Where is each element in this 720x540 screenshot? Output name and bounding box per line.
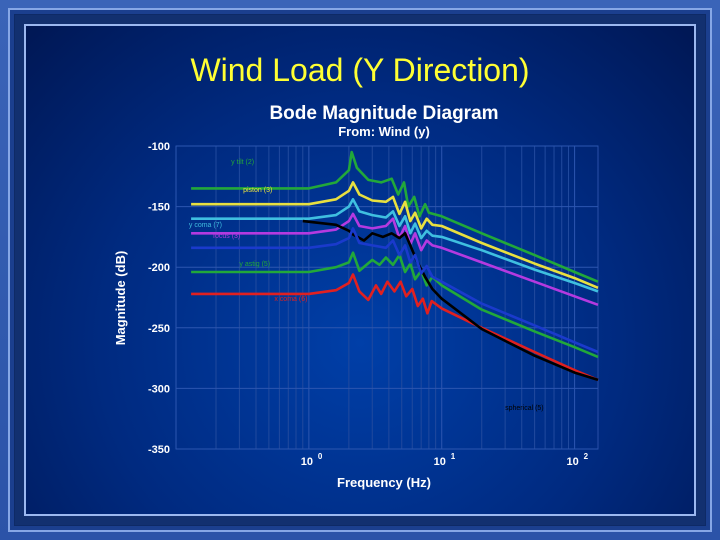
y-tick-label: -300 [148,383,170,395]
grid [175,145,598,450]
chart-title: Bode Magnitude Diagram [269,103,498,124]
series-line-7 [191,227,599,354]
slide-title: Wind Load (Y Direction) [190,52,530,88]
series-label: spherical (5) [505,405,544,412]
series-group [191,150,599,382]
series-line-1 [191,181,599,290]
x-axis-label: Frequency (Hz) [337,475,431,490]
y-tick-label: -200 [148,262,170,274]
series-label: y coma (7) [189,222,222,229]
series-line-6 [302,219,599,382]
series-label: focus (3) [213,233,240,240]
series-line-3 [191,212,599,307]
series-label: y tilt (2) [231,159,254,166]
x-tick-exponent: 1 [451,452,456,461]
series-line-2 [191,198,599,293]
series-line-5 [191,273,599,382]
x-tick-exponent: 2 [584,452,589,461]
series-label: piston (3) [243,187,272,194]
x-tick-label: 10 [566,456,578,468]
series-label: y astig (5) [239,261,270,268]
series-line-0 [191,150,599,283]
series-line-4 [191,251,599,359]
series-labels: y tilt (2) piston (3) y coma (7) focus (3) y… [189,159,544,412]
y-tick-label: -100 [148,141,170,153]
chart-subtitle: From: Wind (y) [338,124,430,139]
x-tick-label: 10 [434,456,446,468]
y-tick-label: -250 [148,323,170,335]
x-tick-label: 10 [301,456,313,468]
series-label: x coma (6) [274,296,307,303]
tick-labels: -100 -150 -200 -250 -300 -350 10 0 10 1 10 2 [148,141,589,468]
y-tick-label: -150 [148,202,170,214]
y-tick-label: -350 [148,444,170,456]
x-tick-exponent: 0 [318,452,323,461]
y-axis-label: Magnitude (dB) [113,251,128,346]
